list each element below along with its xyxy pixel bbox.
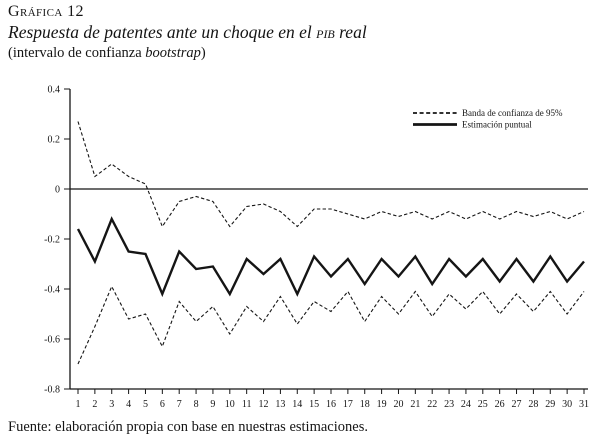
x-axis-tick-label: 1 — [76, 399, 81, 410]
chart-title-post: real — [334, 22, 367, 42]
lower-band-line — [77, 285, 585, 365]
x-axis-tick-label: 15 — [309, 399, 319, 410]
chart-subtitle-post: ) — [200, 44, 206, 61]
x-axis-tick-label: 16 — [326, 399, 336, 410]
x-axis-tick-label: 14 — [292, 399, 302, 410]
chart-subtitle-bootstrap: bootstrap — [145, 44, 201, 61]
x-axis-tick-label: 5 — [143, 399, 148, 410]
chart-subtitle: (intervalo de confianza bootstrap) — [8, 44, 367, 62]
x-axis-tick-label: 17 — [343, 399, 353, 410]
x-axis-tick-label: 11 — [242, 399, 252, 410]
y-axis-tick-label: -0.8 — [44, 385, 60, 396]
chart-title-pre: Respuesta de patentes ante un choque en … — [8, 22, 317, 42]
upper-band-line — [77, 121, 585, 228]
y-axis-tick-label: 0.4 — [48, 85, 61, 96]
y-axis-tick-label: -0.6 — [44, 335, 60, 346]
x-axis-tick-label: 3 — [109, 399, 114, 410]
y-axis-tick-label: 0.2 — [48, 135, 61, 146]
x-axis-tick-label: 7 — [177, 399, 182, 410]
chart-subtitle-pre: (intervalo de confianza — [8, 44, 146, 61]
x-axis-tick-label: 2 — [92, 399, 97, 410]
x-axis-tick-label: 26 — [495, 399, 505, 410]
x-axis-tick-label: 29 — [545, 399, 555, 410]
legend-label: Estimación puntual — [462, 120, 532, 130]
source-note: Fuente: elaboración propia con base en n… — [8, 419, 368, 435]
x-axis-tick-label: 21 — [410, 399, 420, 410]
figure-number-label: Gráfica 12 — [8, 3, 84, 20]
x-axis-tick-label: 30 — [562, 399, 572, 410]
x-axis-tick-label: 23 — [444, 399, 454, 410]
x-axis-tick-label: 25 — [478, 399, 488, 410]
x-axis-tick-label: 19 — [377, 399, 387, 410]
chart-header: Gráfica 12 Respuesta de patentes ante un… — [8, 2, 367, 62]
x-axis-tick-label: 18 — [360, 399, 370, 410]
x-axis-tick-label: 6 — [160, 399, 165, 410]
x-axis-tick-label: 4 — [126, 399, 131, 410]
x-axis-tick-label: 10 — [225, 399, 235, 410]
x-axis-tick-label: 20 — [393, 399, 403, 410]
legend-label: Banda de confianza de 95% — [462, 108, 563, 118]
chart-title-pib: pib — [316, 22, 335, 42]
y-axis-tick-label: -0.2 — [44, 235, 60, 246]
x-axis-tick-label: 8 — [194, 399, 199, 410]
x-axis-tick-label: 27 — [512, 399, 522, 410]
y-axis-tick-label: -0.4 — [44, 285, 60, 296]
x-axis-tick-label: 12 — [259, 399, 269, 410]
chart-title: Respuesta de patentes ante un choque en … — [8, 22, 367, 44]
x-axis-tick-label: 28 — [528, 399, 538, 410]
y-axis-tick-label: 0 — [55, 185, 60, 196]
x-axis-tick-label: 13 — [275, 399, 285, 410]
x-axis-tick-label: 9 — [210, 399, 215, 410]
point-estimate-line — [76, 216, 585, 298]
x-axis-tick-label: 24 — [461, 399, 471, 410]
x-axis-tick-label: 22 — [427, 399, 437, 410]
x-axis-tick-label: 31 — [579, 399, 589, 410]
